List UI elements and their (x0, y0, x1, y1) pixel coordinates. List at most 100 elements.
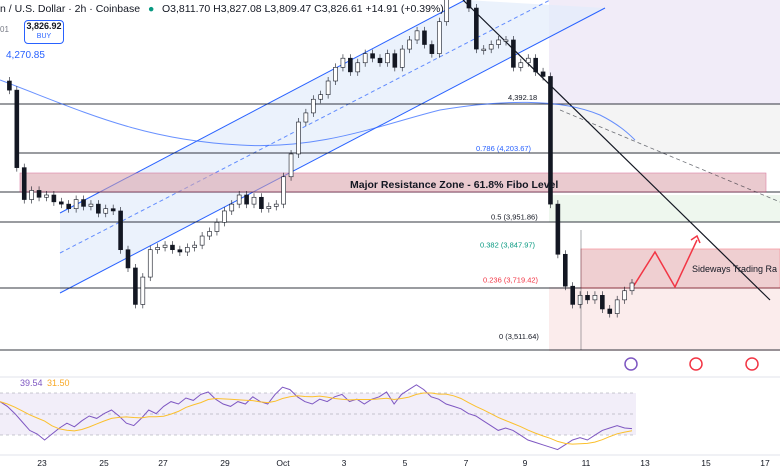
candle-body-52 (385, 53, 390, 64)
candle-body-57 (422, 30, 427, 45)
candle-body-80 (592, 295, 598, 301)
candle-body-15 (110, 208, 116, 212)
candle-body-42 (310, 98, 316, 114)
ohlc-readout: O3,811.70 H3,827.08 L3,809.47 C3,826.61 … (162, 3, 444, 15)
x-tick-3: 29 (220, 458, 230, 468)
candle-body-85 (629, 282, 635, 292)
buy-button[interactable]: 3,826.92 BUY (24, 20, 64, 44)
x-tick-8: 9 (523, 458, 528, 468)
candle-body-44 (325, 80, 331, 95)
candle-body-7 (51, 194, 57, 203)
event-icon-0 (624, 357, 638, 371)
candle-body-63 (466, 0, 472, 9)
candle-body-18 (133, 267, 138, 305)
candle-body-32 (236, 194, 242, 205)
candle-body-5 (36, 190, 42, 198)
x-tick-12: 17 (760, 458, 770, 468)
candle-body-27 (199, 235, 205, 246)
fib-label-4: 0 (3,511.64) (499, 332, 539, 341)
candle-body-65 (481, 48, 487, 51)
candle-body-78 (577, 295, 583, 305)
candle-body-71 (525, 57, 531, 64)
candle-body-56 (414, 30, 420, 41)
candle-body-20 (147, 249, 153, 278)
candle-body-3 (21, 167, 27, 200)
dashed-trendline (559, 109, 780, 203)
sideways-box (580, 248, 780, 289)
candle-body-66 (488, 44, 494, 50)
candle-body-23 (170, 244, 175, 251)
candle-body-39 (288, 153, 294, 178)
candle-body-76 (562, 253, 568, 287)
x-tick-2: 27 (158, 458, 168, 468)
candle-body-82 (607, 308, 613, 314)
candle-body-31 (229, 203, 235, 212)
resistance-zone-label: Major Resistance Zone - 61.8% Fibo Level (350, 179, 558, 191)
candle-body-46 (340, 57, 346, 68)
candle-body-6 (44, 194, 49, 198)
candle-body-55 (407, 39, 412, 50)
candle-body-14 (103, 208, 109, 214)
rsi-ma-line (0, 392, 633, 445)
buy-price: 3,826.92 (26, 21, 62, 31)
fib-label-3: 0.236 (3,719.42) (483, 276, 539, 285)
candle-body-35 (259, 196, 264, 209)
x-tick-9: 11 (582, 458, 591, 468)
moving-average (0, 79, 636, 147)
resistance-zone (19, 172, 767, 193)
fib-label-1: 0.5 (3,951.86) (491, 213, 538, 222)
x-tick-7: 7 (464, 458, 469, 468)
candle-body-49 (362, 53, 368, 64)
candle-body-2 (14, 89, 20, 168)
x-tick-11: 15 (701, 458, 711, 468)
candle-body-75 (555, 203, 561, 255)
rsi-ma-label: 31.50 (47, 378, 70, 388)
candle-body-40 (296, 121, 301, 155)
candle-body-4 (29, 190, 34, 200)
event-icon-2 (745, 357, 759, 371)
candle-body-13 (96, 203, 101, 214)
candle-body-45 (333, 67, 338, 82)
candle-body-72 (533, 57, 538, 73)
x-tick-1: 25 (99, 458, 109, 468)
fib-label-2: 0.382 (3,847.97) (480, 241, 536, 250)
sideways-zigzag (632, 239, 698, 289)
candle-body-17 (125, 249, 131, 269)
candle-body-48 (355, 62, 361, 73)
bg-red-region (549, 287, 780, 351)
candle-body-47 (348, 57, 353, 73)
channel-mid-line (59, 0, 551, 254)
candle-body-60 (444, 0, 450, 23)
symbol-title: n / U.S. Dollar · 2h · Coinbase (0, 3, 141, 15)
bg-green-region (549, 195, 780, 222)
candle-body-38 (281, 176, 286, 205)
x-tick-10: 13 (640, 458, 650, 468)
candle-body-70 (518, 62, 524, 68)
candle-body-29 (214, 222, 220, 232)
status-dot-icon: ● (148, 3, 155, 15)
candle-body-50 (370, 53, 375, 59)
buy-label: BUY (36, 33, 52, 40)
candle-body-21 (155, 247, 160, 251)
candle-body-68 (503, 39, 509, 42)
candle-body-9 (66, 203, 72, 209)
candle-body-25 (184, 247, 190, 253)
candle-body-24 (177, 249, 183, 253)
rsi-value-label: 39.54 (20, 378, 43, 388)
candle-body-19 (140, 276, 146, 305)
candle-body-36 (266, 206, 272, 209)
candle-body-30 (222, 210, 227, 223)
bg-gray-region (549, 104, 780, 154)
candle-body-16 (118, 210, 123, 251)
event-icon-1 (689, 357, 703, 371)
candle-body-74 (548, 76, 553, 205)
candle-body-54 (399, 48, 405, 68)
candle-body-43 (318, 94, 324, 100)
candle-body-67 (496, 39, 501, 45)
ascending-channel (60, 0, 605, 293)
x-tick-4: Oct (276, 458, 290, 468)
x-tick-5: 3 (342, 458, 347, 468)
candle-body-12 (88, 203, 94, 207)
candle-body-69 (511, 39, 516, 68)
